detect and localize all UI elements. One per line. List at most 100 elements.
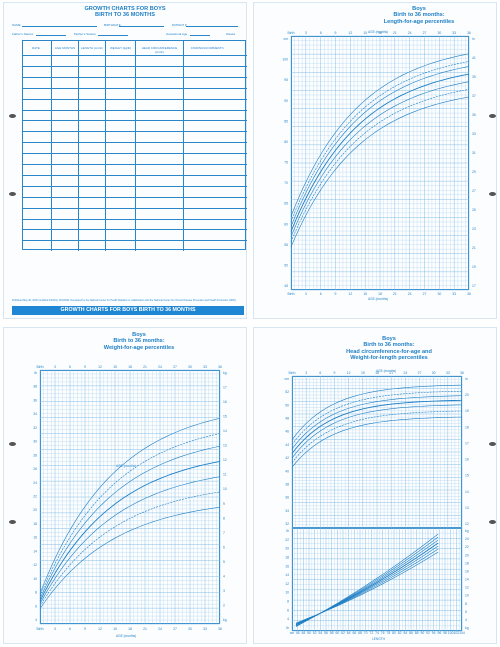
column-header-age: AGE MONTHS: [54, 46, 76, 50]
table-row[interactable]: [23, 109, 247, 111]
table-row[interactable]: [23, 131, 247, 133]
column-header-length: LENGTH (cm/in): [80, 46, 104, 50]
weight-percentile-curve: [39, 506, 221, 609]
weight-age-tick: 6: [69, 627, 71, 631]
weight-kg-tick: 11: [223, 473, 227, 477]
wfl-length-tick: 82: [398, 631, 402, 635]
table-row[interactable]: [23, 153, 247, 155]
weight-lb-tick: 32: [33, 426, 37, 430]
wfl-length-tick: 76: [381, 631, 385, 635]
table-divider: [78, 41, 79, 251]
head-age-tick: 21: [389, 371, 393, 375]
wfl-kg-tick: 10: [465, 594, 469, 598]
head-title-line2: Birth to 36 months:: [363, 342, 415, 349]
grid-lines: [291, 527, 463, 632]
table-row[interactable]: [23, 207, 247, 209]
column-header-findings: FINDINGS/COMMENTS: [191, 46, 224, 50]
weight-age-tick: 6: [69, 365, 71, 369]
table-row[interactable]: [23, 142, 247, 144]
table-row[interactable]: [23, 218, 247, 220]
binder-hole: [489, 442, 496, 446]
table-row[interactable]: [23, 196, 247, 198]
wfl-kg-tick: kg: [465, 529, 469, 533]
table-row[interactable]: [23, 98, 247, 100]
head-cm-tick: 50: [285, 403, 289, 407]
length-percentile-curve: [290, 66, 470, 227]
weight-age-tick: 18: [128, 365, 132, 369]
table-row[interactable]: [23, 185, 247, 187]
weight-title-line3: Weight-for-age percentiles: [103, 344, 175, 351]
table-row[interactable]: [23, 76, 247, 78]
wfl-length-tick: cm: [290, 631, 295, 635]
table-row[interactable]: [23, 55, 247, 56]
weight-lb-tick: 24: [33, 481, 37, 485]
length-cm-tick: 55: [284, 243, 288, 247]
weight-kg-tick: 14: [223, 429, 227, 433]
wfl-lb-tick: 12: [285, 582, 289, 586]
length-age-tick: 21: [393, 31, 397, 35]
weight-kg-tick: 10: [223, 487, 227, 491]
wfl-lb-tick: 16: [285, 564, 289, 568]
table-row[interactable]: [23, 240, 247, 242]
length-age-tick: 6: [320, 31, 322, 35]
length-age-tick: 12: [348, 292, 352, 296]
length-cm-tick: 60: [284, 222, 288, 226]
length-cm-tick: 65: [284, 202, 288, 206]
length-age-tick: 30: [437, 31, 441, 35]
head-cm-tick: 38: [285, 482, 289, 486]
measurement-table: DATE AGE MONTHS LENGTH (cm/in) WEIGHT (k…: [22, 40, 247, 251]
wfl-kg-tick: 18: [465, 561, 469, 565]
wfl-length-tick: 88: [415, 631, 419, 635]
table-row[interactable]: [23, 87, 247, 89]
weight-for-length-curve: [295, 551, 439, 624]
wfl-length-tick: 92: [426, 631, 430, 635]
head-cm-tick: cm: [284, 377, 289, 381]
table-row[interactable]: [23, 164, 247, 165]
mothers-stature-line[interactable]: [98, 35, 128, 36]
weight-kg-tick: 9: [223, 502, 225, 506]
head-age-tick: 9: [334, 371, 336, 375]
table-row[interactable]: [23, 229, 247, 231]
head-age-tick: 3: [305, 371, 307, 375]
length-cm-tick: 75: [284, 161, 288, 165]
length-cm-tick: 95: [284, 78, 288, 82]
weight-age-tick: 30: [188, 627, 192, 631]
gestational-age-line[interactable]: [190, 35, 210, 36]
weight-age-tick: 27: [173, 627, 177, 631]
patient-field-label: PATIENT #: [172, 23, 187, 27]
fathers-stature-line[interactable]: [36, 35, 66, 36]
table-row[interactable]: [23, 174, 247, 176]
head-title-line4: Weight-for-length percentiles: [350, 355, 428, 362]
weight-kg-tick: 17: [223, 386, 227, 390]
wfl-length-tick: 52: [313, 631, 317, 635]
length-age-tick: 27: [423, 292, 427, 296]
patient-field-line[interactable]: [186, 26, 238, 27]
length-age-tick: 18: [378, 292, 382, 296]
length-in-tick: 39: [472, 75, 476, 79]
wfl-length-tick: 104: [459, 631, 465, 635]
wfl-lb-tick: 18: [285, 555, 289, 559]
length-cm-tick: 85: [284, 119, 288, 123]
head-in-tick: 17: [465, 441, 469, 445]
weight-age-tick: 24: [158, 365, 162, 369]
weight-age-tick: Birth: [37, 627, 44, 631]
table-row[interactable]: [23, 120, 247, 122]
weight-kg-tick: kg: [223, 618, 227, 622]
wfl-length-tick: 72: [369, 631, 373, 635]
weight-kg-tick: 13: [223, 444, 227, 448]
table-row[interactable]: [23, 65, 247, 67]
wfl-kg-tick: 14: [465, 578, 469, 582]
weight-age-tick: 15: [113, 627, 117, 631]
weight-age-tick: 21: [143, 627, 147, 631]
wfl-length-tick: 56: [324, 631, 328, 635]
birthdate-field-line[interactable]: [119, 26, 164, 27]
name-field-line[interactable]: [22, 26, 97, 27]
column-header-head-circumference: HEAD CIRCUMFERENCE (cm/in): [141, 46, 178, 54]
weight-age-tick: 9: [84, 365, 86, 369]
wfl-kg-tick: 8: [465, 602, 467, 606]
weight-age-tick: 24: [158, 627, 162, 631]
head-percentile-curve: [291, 384, 463, 441]
weight-age-tick: 3: [54, 627, 56, 631]
weight-kg-tick: 4: [223, 574, 225, 578]
